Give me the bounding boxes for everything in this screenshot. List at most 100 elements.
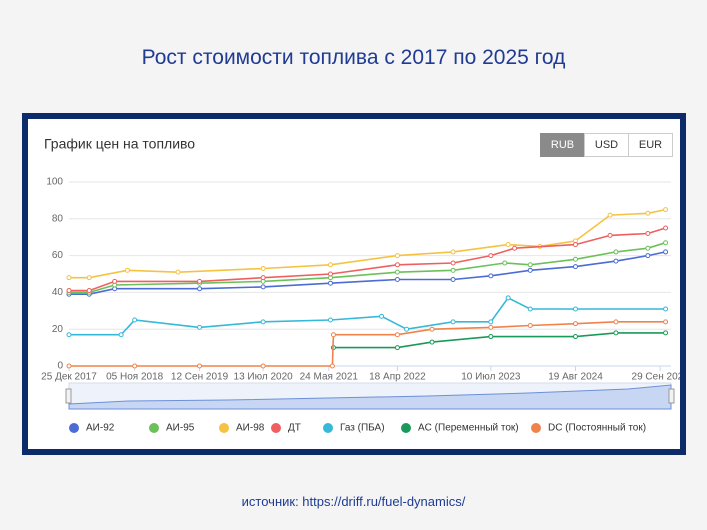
x-tick-label: 25 Дек 2017 bbox=[41, 372, 97, 383]
data-point bbox=[663, 207, 669, 213]
slide-title: Рост стоимости топлива с 2017 по 2025 го… bbox=[141, 46, 566, 69]
currency-button[interactable]: RUB bbox=[540, 133, 585, 157]
data-point bbox=[450, 249, 456, 255]
data-point bbox=[505, 242, 511, 248]
data-point bbox=[488, 253, 494, 259]
y-tick-label: 40 bbox=[52, 287, 64, 298]
data-point bbox=[450, 277, 456, 283]
data-point bbox=[66, 332, 72, 338]
data-point bbox=[663, 306, 669, 312]
data-point bbox=[394, 332, 400, 338]
data-point bbox=[527, 323, 533, 329]
data-point bbox=[450, 260, 456, 266]
currency-button[interactable]: EUR bbox=[628, 133, 673, 157]
data-point bbox=[613, 258, 619, 264]
legend-item[interactable]: АИ-95 bbox=[149, 423, 195, 434]
data-point bbox=[175, 269, 181, 275]
navigator-handle[interactable] bbox=[65, 388, 72, 404]
legend-item[interactable]: ДТ bbox=[271, 423, 301, 434]
data-point bbox=[502, 260, 508, 266]
data-point bbox=[488, 324, 494, 330]
y-tick-label: 80 bbox=[52, 213, 64, 224]
y-tick-label: 0 bbox=[57, 361, 63, 372]
data-point bbox=[572, 334, 578, 340]
data-point bbox=[327, 317, 333, 323]
data-point bbox=[572, 242, 578, 248]
legend-marker bbox=[149, 423, 159, 433]
data-point bbox=[394, 345, 400, 351]
data-point bbox=[488, 319, 494, 325]
data-point bbox=[429, 326, 435, 332]
x-tick-label: 19 Авг 2024 bbox=[548, 372, 603, 383]
data-point bbox=[260, 265, 266, 271]
legend-item[interactable]: АИ-98 bbox=[219, 423, 265, 434]
series-line bbox=[69, 321, 666, 367]
source-note: источник: https://driff.ru/fuel-dynamics… bbox=[241, 494, 466, 509]
data-point bbox=[663, 319, 669, 325]
legend-label: АИ-95 bbox=[166, 423, 195, 434]
y-tick-label: 100 bbox=[46, 177, 63, 188]
data-point bbox=[527, 267, 533, 273]
data-point bbox=[645, 231, 651, 237]
legend-label: ДТ bbox=[288, 423, 301, 434]
legend-item[interactable]: DC (Постоянный ток) bbox=[531, 423, 646, 434]
legend-marker bbox=[323, 423, 333, 433]
legend-label: АИ-98 bbox=[236, 423, 265, 434]
data-point bbox=[118, 332, 124, 338]
x-tick-label: 13 Июл 2020 bbox=[234, 372, 294, 383]
data-point bbox=[394, 253, 400, 259]
data-point bbox=[197, 363, 203, 369]
x-tick-label: 05 Ноя 2018 bbox=[106, 372, 164, 383]
data-point bbox=[132, 363, 138, 369]
x-tick-label: 29 Сен 2025 bbox=[632, 372, 680, 383]
navigator-handle[interactable] bbox=[668, 388, 675, 404]
chart-frame: График цен на топливо 0 20 40 60 80 100 25 Дек… bbox=[22, 113, 689, 455]
legend-marker bbox=[271, 423, 281, 433]
data-point bbox=[330, 332, 336, 338]
data-point bbox=[607, 232, 613, 238]
data-point bbox=[327, 280, 333, 286]
data-point bbox=[66, 363, 72, 369]
chart: График цен на топливо 0 20 40 60 80 100 25 Дек… bbox=[41, 136, 689, 434]
data-point bbox=[260, 275, 266, 281]
data-point bbox=[394, 269, 400, 275]
data-point bbox=[394, 277, 400, 283]
data-point bbox=[404, 326, 410, 332]
data-point bbox=[527, 306, 533, 312]
data-point bbox=[450, 267, 456, 273]
currency-button[interactable]: USD bbox=[584, 133, 629, 157]
data-point bbox=[645, 253, 651, 259]
series-line bbox=[69, 227, 666, 292]
data-point bbox=[124, 267, 130, 273]
data-point bbox=[66, 275, 72, 281]
legend-label: DC (Постоянный ток) bbox=[548, 423, 646, 434]
x-tick-label: 10 Июл 2023 bbox=[461, 372, 521, 383]
data-point bbox=[197, 324, 203, 330]
data-point bbox=[572, 256, 578, 262]
data-point bbox=[197, 278, 203, 284]
data-point bbox=[260, 363, 266, 369]
series-line bbox=[69, 296, 666, 336]
data-point bbox=[613, 249, 619, 255]
x-tick-label: 12 Сен 2019 bbox=[171, 372, 229, 383]
chart-title: График цен на топливо bbox=[44, 136, 195, 152]
data-point bbox=[329, 363, 335, 369]
series-line bbox=[69, 241, 666, 294]
data-point bbox=[327, 271, 333, 277]
legend-item[interactable]: АИ-92 bbox=[69, 423, 115, 434]
data-point bbox=[505, 295, 511, 301]
data-point bbox=[488, 334, 494, 340]
legend-item[interactable]: Газ (ПБА) bbox=[323, 423, 385, 434]
legend-item[interactable]: AC (Переменный ток) bbox=[401, 423, 519, 434]
x-tick-label: 18 Апр 2022 bbox=[369, 372, 426, 383]
legend-marker bbox=[531, 423, 541, 433]
data-point bbox=[607, 212, 613, 218]
data-point bbox=[112, 278, 118, 284]
series-line bbox=[69, 208, 666, 279]
data-point bbox=[488, 273, 494, 279]
data-point bbox=[645, 245, 651, 251]
legend-label: АИ-92 bbox=[86, 423, 115, 434]
y-tick-label: 20 bbox=[52, 324, 64, 335]
navigator-area bbox=[68, 384, 672, 410]
data-point bbox=[327, 262, 333, 268]
